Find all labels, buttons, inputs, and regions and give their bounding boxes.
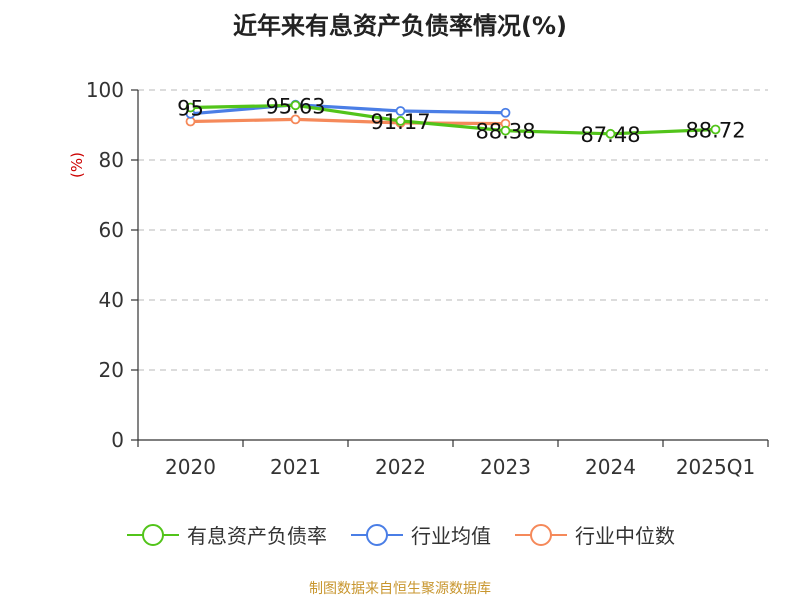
y-tick-label: 100 xyxy=(86,78,124,102)
y-tick-label: 80 xyxy=(99,148,124,172)
x-tick-label: 2021 xyxy=(270,455,321,479)
data-point xyxy=(185,102,196,113)
legend-swatch-icon xyxy=(515,523,567,546)
y-axis-label: (%) xyxy=(68,152,86,178)
series-line xyxy=(188,103,508,116)
source-note: 制图数据来自恒生聚源数据库 xyxy=(309,581,491,597)
legend-item[interactable]: 行业均值 xyxy=(349,520,491,549)
series-lines xyxy=(185,99,721,139)
series-line xyxy=(188,117,508,126)
data-point xyxy=(290,100,301,111)
y-tick-label: 60 xyxy=(99,218,124,242)
data-point xyxy=(500,125,511,136)
legend-item[interactable]: 有息资产负债率 xyxy=(125,520,327,549)
series-line xyxy=(188,103,718,136)
legend-label: 行业中位数 xyxy=(575,524,675,548)
data-point xyxy=(500,107,511,118)
data-label: 95.63 xyxy=(265,94,325,118)
data-labels: 95 95.63 91.17 88.38 87.48 88.72 xyxy=(177,94,745,147)
chart-title: 近年来有息资产负债率情况(%) xyxy=(233,12,567,40)
y-tick-label: 40 xyxy=(99,288,124,312)
data-point xyxy=(710,124,721,135)
data-label: 91.17 xyxy=(370,110,430,134)
legend[interactable]: 有息资产负债率 行业均值 行业中位数 xyxy=(0,520,800,549)
x-tick-label: 2022 xyxy=(375,455,426,479)
x-tick-label: 2023 xyxy=(480,455,531,479)
data-label: 88.38 xyxy=(475,120,535,144)
data-label: 87.48 xyxy=(580,123,640,147)
data-point xyxy=(290,114,301,125)
data-point xyxy=(605,128,616,139)
legend-label: 行业均值 xyxy=(411,524,491,548)
y-tick-label: 0 xyxy=(111,428,124,452)
data-point xyxy=(395,106,406,116)
data-point xyxy=(395,116,406,126)
legend-label: 有息资产负债率 xyxy=(187,524,327,548)
y-tick-label: 20 xyxy=(99,358,124,382)
data-label: 88.72 xyxy=(685,118,745,142)
data-label: 95 xyxy=(177,97,204,121)
x-tick-label: 2024 xyxy=(585,455,636,479)
axes: 0 20 40 60 80 100 2020 2021 2022 2023 2024 2025Q1 (%… xyxy=(68,78,769,479)
x-tick-label: 2020 xyxy=(165,455,216,479)
legend-swatch-icon xyxy=(351,523,403,546)
x-tick-label: 2025Q1 xyxy=(676,455,755,479)
legend-swatch-icon xyxy=(127,523,179,546)
gridlines xyxy=(138,89,768,371)
legend-item[interactable]: 行业中位数 xyxy=(513,520,675,549)
